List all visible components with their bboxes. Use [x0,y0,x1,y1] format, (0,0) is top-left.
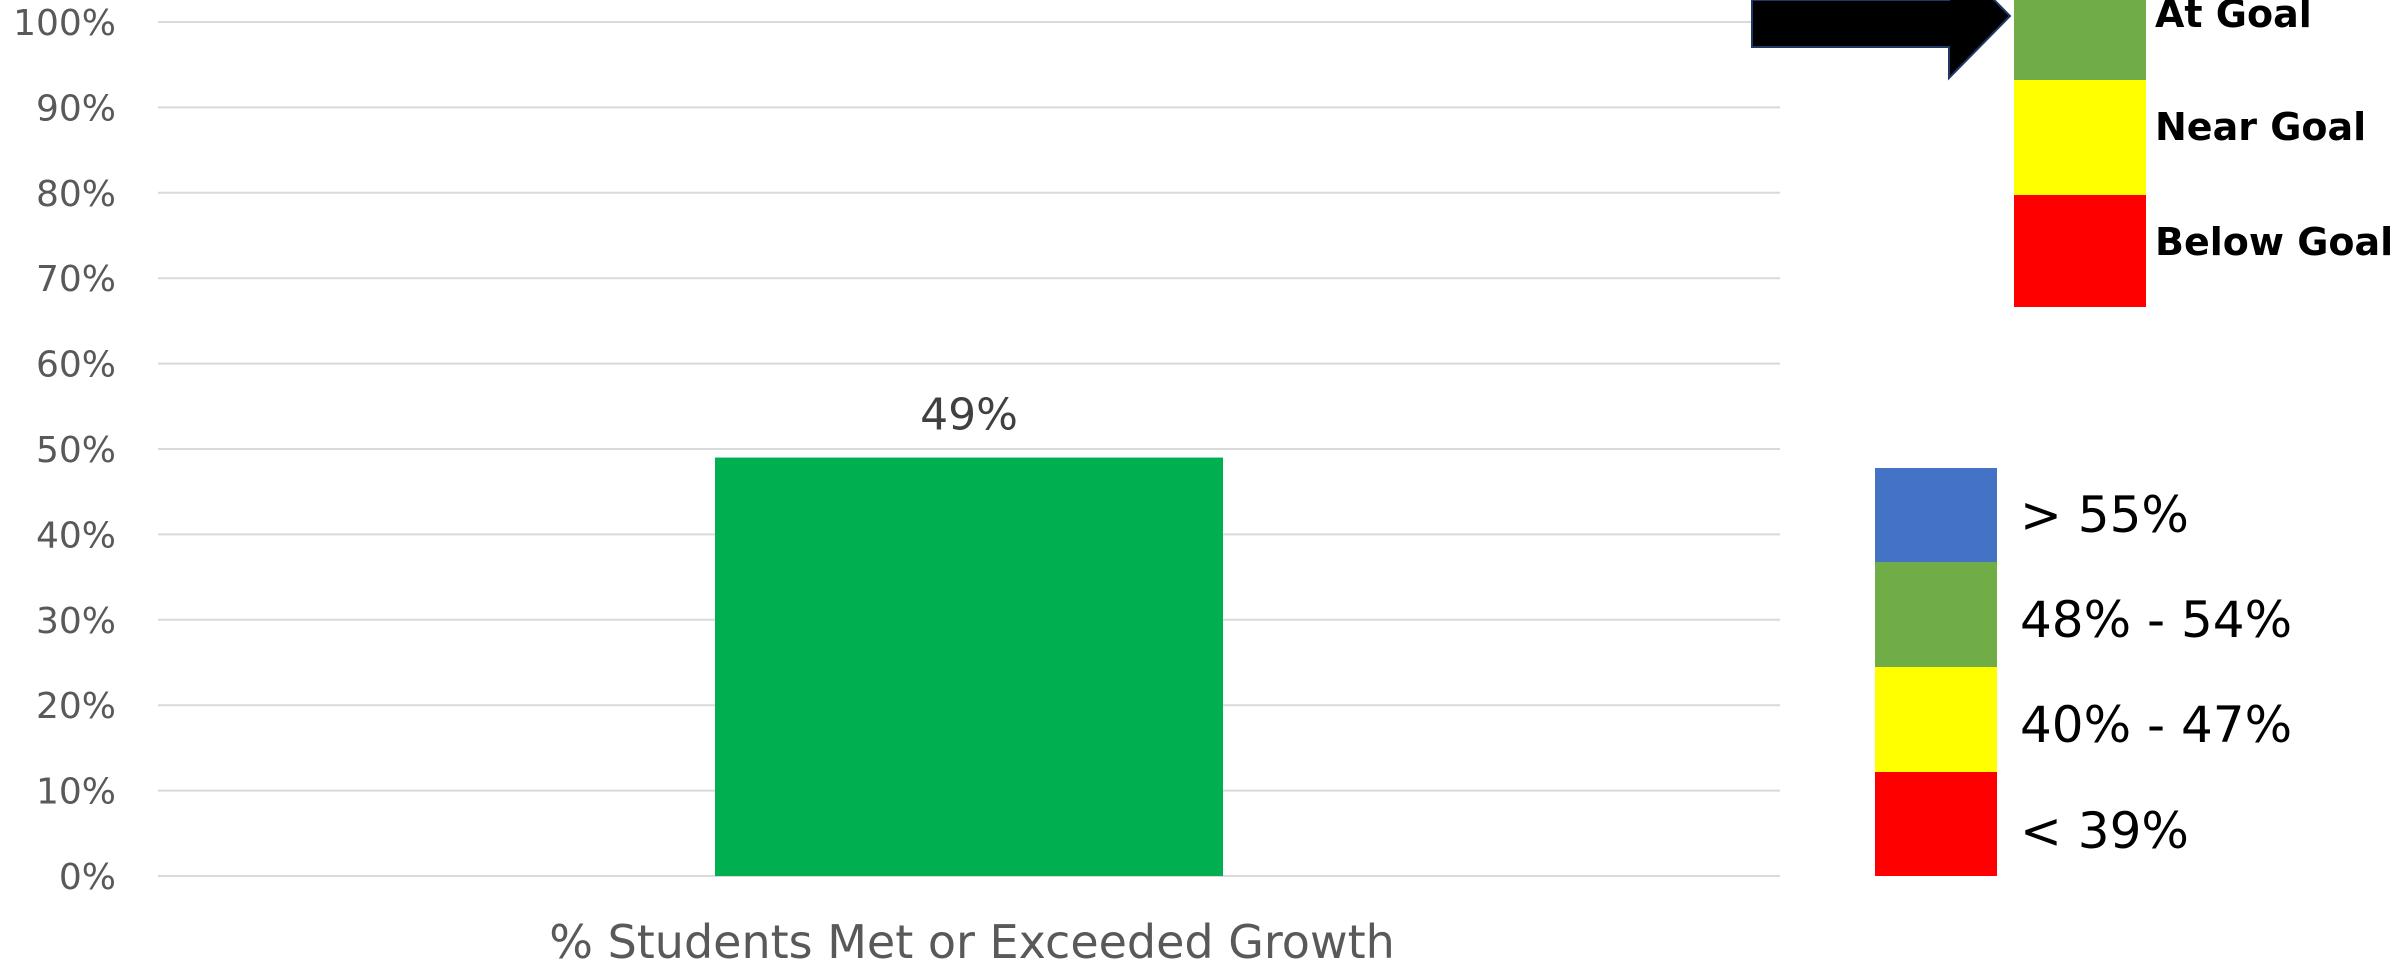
y-tick-label: 60% [36,345,116,386]
goal-legend-swatch [2014,80,2146,195]
y-tick-label: 30% [36,601,116,642]
range-legend-swatch [1875,667,1997,772]
y-tick-label: 10% [36,772,116,813]
range-legend-label: 48% - 54% [2020,591,2292,649]
range-legend-swatch [1875,562,1997,667]
goal-legend-label: At Goal [2155,0,2312,36]
range-legend: > 55% 48% - 54% 40% - 47% < 39% [1875,468,2292,876]
y-tick-label: 70% [36,259,116,300]
goal-legend-label: Below Goal [2155,220,2393,264]
y-tick-label: 0% [59,857,116,898]
range-legend-label: < 39% [2020,802,2189,860]
y-tick-label: 50% [36,430,116,471]
arrow-right-icon [1751,0,2012,81]
y-tick-label: 20% [36,686,116,727]
goal-legend-swatch [2014,195,2146,307]
y-tick-label: 40% [36,515,116,556]
bar [715,457,1223,876]
y-tick-label: 80% [36,174,116,215]
x-category-label: % Students Met or Exceeded Growth [549,915,1395,966]
y-tick-label: 90% [36,88,116,129]
range-legend-swatch [1875,772,1997,876]
goal-legend: At Goal Near Goal Below Goal [2014,0,2393,307]
data-label: 49% [920,390,1018,441]
range-legend-label: 40% - 47% [2020,696,2292,754]
range-legend-swatch [1875,468,1997,562]
y-axis-ticks: 0% 10% 20% 30% 40% 50% 60% 70% 80% 90% 100% [13,3,116,898]
bars: 49% [715,390,1223,876]
goal-legend-label: Near Goal [2155,105,2366,149]
goal-legend-swatch [2014,0,2146,80]
range-legend-label: > 55% [2020,486,2189,544]
y-tick-label: 100% [13,3,116,44]
